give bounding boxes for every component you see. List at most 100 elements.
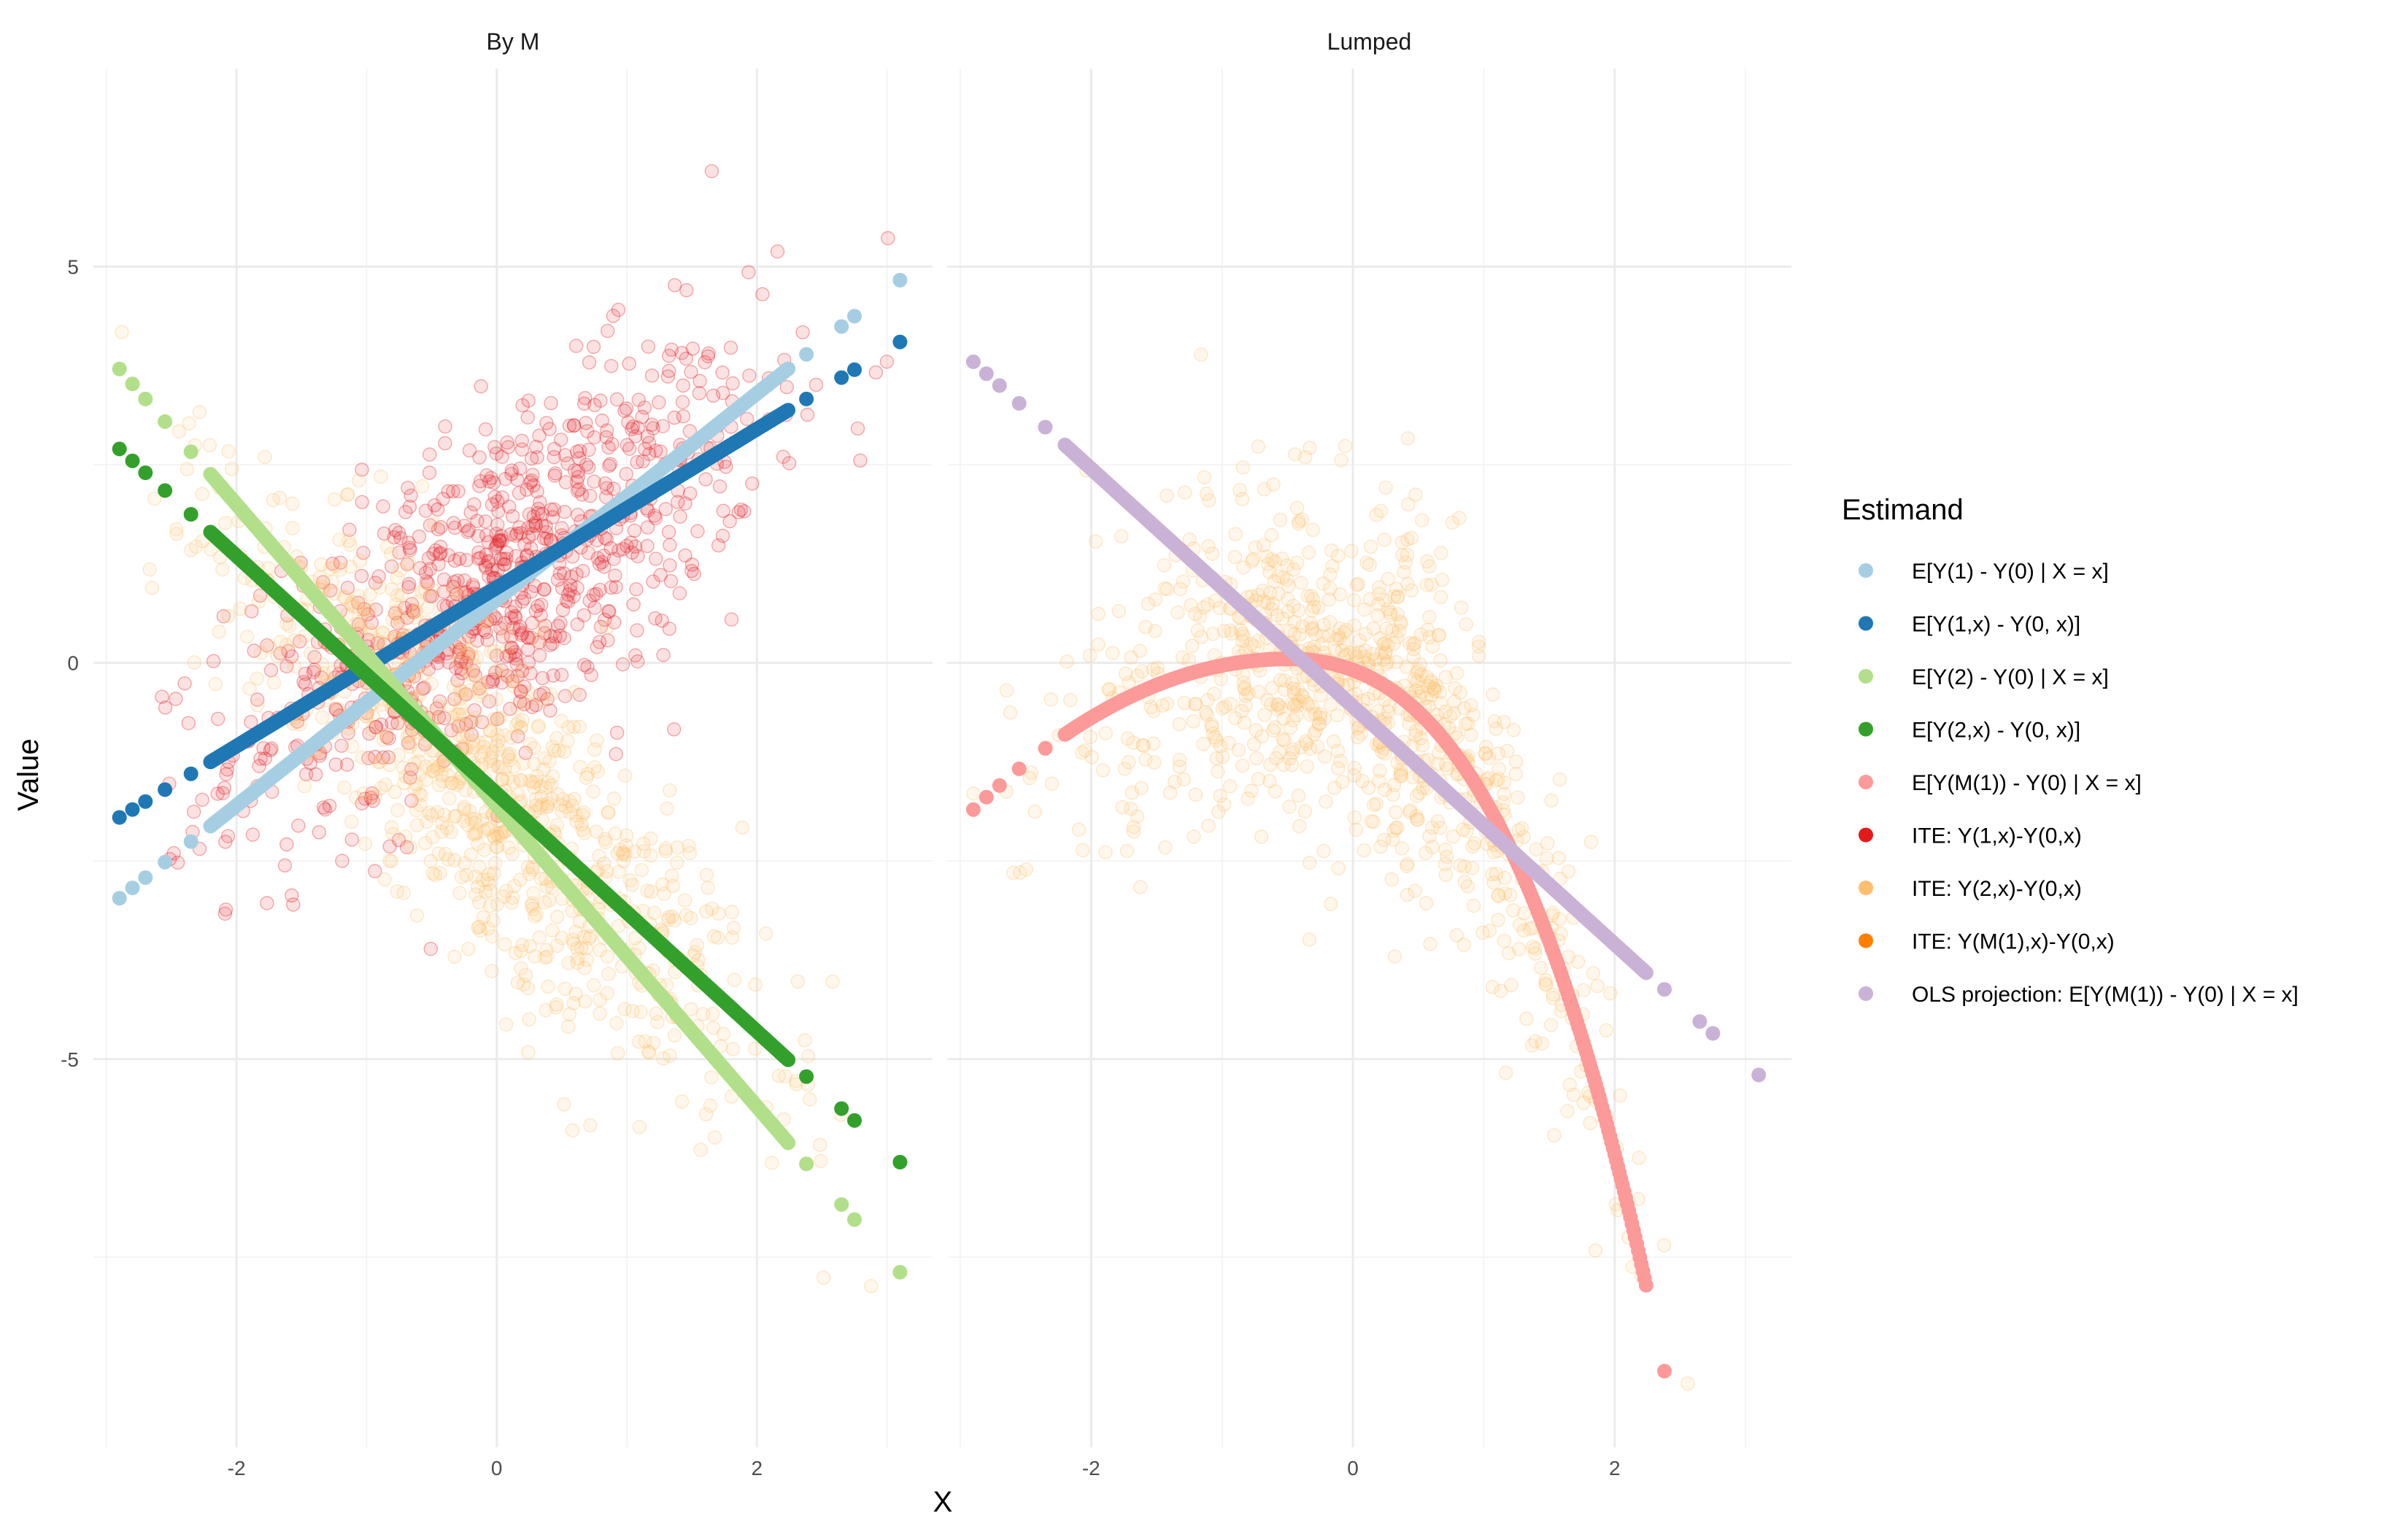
estimand-point (799, 391, 814, 406)
ite-point (491, 733, 506, 748)
ite-point (468, 668, 483, 683)
ite-point (706, 388, 721, 403)
estimand-point (125, 881, 140, 896)
ite-point (719, 460, 733, 474)
ite-point (503, 730, 519, 745)
ite-point (584, 668, 598, 682)
ite-point (1419, 896, 1434, 910)
ite-point (279, 638, 294, 652)
ite-point (425, 759, 440, 774)
ite-point (354, 568, 369, 584)
ite-point (451, 719, 466, 734)
ite-point (1119, 843, 1135, 859)
ite-point (673, 509, 687, 524)
ite-point (593, 619, 609, 634)
ite-point (377, 526, 392, 541)
ite-point (1327, 781, 1342, 795)
ite-point (472, 895, 487, 910)
ite-point (363, 790, 378, 805)
ite-point (572, 914, 587, 929)
ite-point (1211, 805, 1226, 819)
ite-point (674, 346, 690, 360)
ite-point (590, 764, 606, 779)
ite-point (1211, 764, 1225, 779)
ite-point (630, 654, 645, 669)
ite-point (663, 1048, 677, 1063)
ite-point (471, 552, 486, 566)
ite-point (436, 774, 450, 789)
ite-point (402, 728, 417, 743)
ite-point (361, 751, 376, 765)
ite-point (616, 846, 630, 862)
ite-point (1071, 822, 1087, 837)
ite-point (494, 528, 509, 543)
ite-point (225, 462, 239, 476)
ite-point (510, 975, 525, 990)
ite-point (795, 325, 810, 340)
ite-point (1159, 488, 1174, 503)
ite-point (485, 964, 499, 978)
ite-point (328, 757, 343, 772)
ite-point (401, 735, 416, 751)
ite-point (514, 961, 528, 976)
ite-point (479, 528, 494, 543)
ite-point (1111, 604, 1127, 619)
ite-point (593, 582, 607, 597)
ite-point (1423, 937, 1438, 951)
ite-point (1273, 512, 1288, 527)
ite-point (544, 792, 559, 806)
estimand-point (847, 1113, 862, 1128)
ite-point (547, 743, 562, 758)
ite-point (486, 913, 501, 928)
ite-point (525, 902, 541, 916)
ite-point (368, 864, 382, 878)
ite-point (374, 469, 388, 484)
ite-point (210, 786, 225, 801)
estimand-point (125, 802, 140, 817)
ite-point (537, 751, 552, 766)
ite-point (525, 616, 539, 630)
estimand-point (183, 444, 198, 460)
ite-point (458, 856, 472, 870)
ite-point (557, 1097, 571, 1112)
ite-point (725, 905, 739, 919)
ite-point (263, 743, 278, 758)
ite-point (521, 520, 536, 535)
ite-point (559, 593, 574, 608)
ite-point (463, 683, 478, 697)
ite-point (538, 619, 552, 633)
ite-point (547, 441, 562, 457)
ite-point (547, 449, 561, 465)
ite-point (264, 741, 279, 756)
ite-point (427, 517, 442, 531)
ite-point (372, 754, 387, 769)
ite-point (535, 670, 550, 686)
ite-point (492, 533, 507, 547)
ite-point (422, 447, 437, 462)
ite-point (1432, 627, 1446, 643)
ite-point (522, 867, 537, 881)
ite-point (250, 671, 264, 686)
ite-point (569, 808, 584, 823)
ite-point (521, 393, 536, 408)
series-e-y-2-y-0-x-x- (112, 361, 908, 1280)
ite-point (1459, 824, 1475, 838)
ite-point (482, 569, 496, 584)
ite-point (686, 948, 701, 963)
ite-point (487, 490, 502, 504)
ite-point (1586, 966, 1601, 980)
ite-point (509, 549, 523, 563)
ite-point (571, 464, 586, 479)
ite-point (715, 528, 730, 543)
ite-point (745, 476, 760, 491)
ite-point (1249, 751, 1264, 766)
ite-point (552, 566, 567, 581)
ite-point (579, 952, 594, 967)
ite-point (1516, 923, 1532, 938)
ite-point (273, 635, 288, 649)
ite-point (1509, 754, 1524, 769)
ite-point (434, 824, 449, 839)
ite-point (474, 748, 489, 764)
ite-point (586, 339, 601, 355)
ite-point (615, 657, 630, 672)
